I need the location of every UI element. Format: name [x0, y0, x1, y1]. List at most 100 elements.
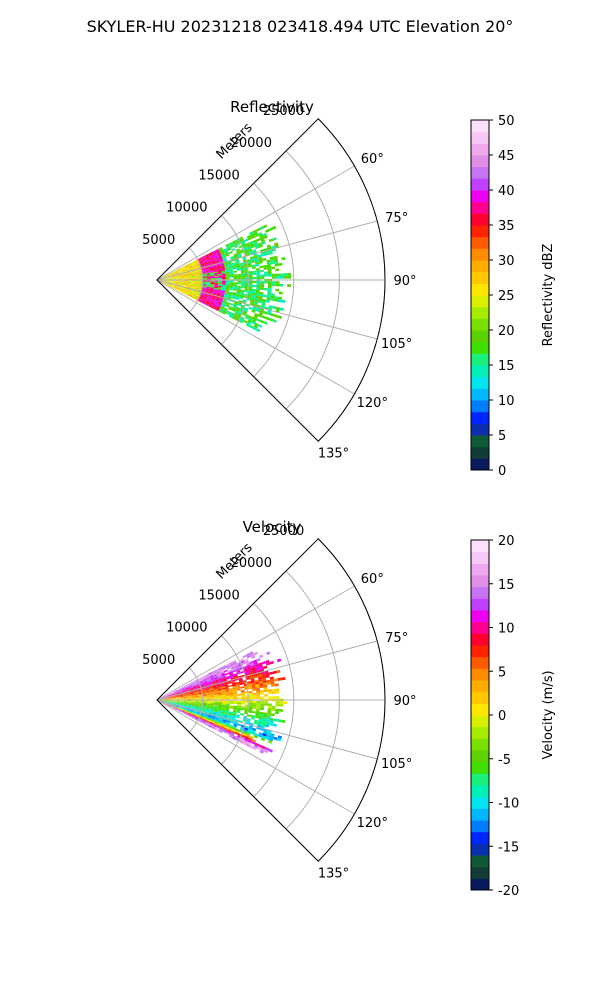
radar-gate [256, 238, 261, 242]
radar-gate [224, 292, 229, 295]
radar-gate [168, 278, 173, 280]
radar-gate [168, 698, 173, 699]
radar-gate [181, 268, 186, 271]
radar-gate [225, 244, 231, 249]
radar-gate [269, 720, 274, 724]
radar-gate [242, 731, 248, 735]
radar-gate [209, 288, 214, 291]
radar-gate [194, 707, 199, 710]
radar-gate [182, 708, 187, 711]
radar-gate [174, 286, 179, 289]
colorbar-segment [471, 446, 489, 459]
colorbar-segment [471, 878, 489, 891]
radar-gate [199, 282, 203, 284]
radar-gate [206, 691, 211, 694]
radar-gate [220, 292, 225, 296]
radar-gate [214, 698, 219, 700]
radar-gate [216, 671, 221, 675]
radar-gate [251, 264, 256, 268]
radar-gate [195, 276, 200, 278]
radar-gate [218, 703, 223, 705]
radar-gate [172, 702, 176, 703]
theta-tick-label: 90° [393, 274, 416, 289]
radar-gate [225, 303, 230, 306]
radar-gate [210, 274, 215, 277]
radar-gate [218, 719, 223, 722]
radar-gate [247, 714, 252, 717]
radar-gate [212, 671, 217, 675]
radar-gate [215, 248, 220, 252]
radar-gate [266, 715, 271, 718]
radar-gate [228, 294, 233, 297]
radar-gate [236, 292, 241, 295]
radar-gate [239, 262, 244, 266]
radar-gate [248, 708, 253, 712]
radar-gate [214, 275, 219, 277]
radar-gate [230, 244, 235, 249]
radar-gate [266, 259, 271, 263]
radar-gate [214, 299, 219, 303]
radar-gate [230, 311, 235, 316]
radar-gate [191, 715, 196, 719]
radar-gate [248, 737, 253, 742]
radar-gate [195, 276, 200, 278]
radar-gate [246, 741, 252, 746]
radar-gate [245, 314, 250, 318]
radar-gate [223, 248, 228, 252]
radar-gate [200, 294, 205, 297]
radar-gate [191, 703, 196, 706]
radar-gate [229, 700, 234, 703]
radar-gate [241, 693, 245, 696]
radar-gate [228, 671, 233, 675]
radar-gate [221, 704, 226, 707]
radar-gate [184, 293, 189, 296]
radar-gate [216, 292, 221, 295]
radar-gate [167, 284, 172, 287]
radar-gate [174, 271, 179, 274]
radar-gate [229, 697, 234, 700]
radar-gate [275, 708, 280, 712]
radar-gate [237, 282, 242, 285]
radar-gate [232, 736, 237, 740]
radar-gate [210, 256, 215, 260]
radar-gate [223, 715, 229, 718]
radar-gate [225, 274, 230, 277]
radar-gate [239, 738, 245, 742]
radar-gate [236, 670, 241, 674]
radar-gate [187, 701, 192, 703]
radar-gate [236, 707, 241, 710]
radar-data-field [157, 651, 288, 754]
radar-gate [167, 275, 172, 277]
radar-gate [206, 692, 211, 695]
radar-gate [232, 684, 237, 687]
radar-gate [176, 280, 180, 282]
radar-gate [171, 272, 175, 275]
radar-gate [250, 653, 255, 657]
radar-gate [252, 326, 258, 331]
polar-grid [156, 538, 386, 862]
radar-gate [174, 287, 178, 291]
radar-gate [240, 706, 245, 709]
radar-gate [172, 281, 177, 283]
radar-gate [191, 296, 195, 300]
radar-gate [244, 738, 249, 742]
radar-gate [270, 717, 275, 722]
radar-gate [187, 704, 192, 706]
radar-gate [265, 299, 271, 303]
radar-gate [168, 278, 173, 279]
radar-gate [198, 689, 203, 692]
radar-gate [190, 272, 195, 274]
radar-gate [239, 238, 245, 242]
radar-gate [199, 702, 203, 704]
radar-gate [266, 297, 271, 301]
radar-gate [244, 671, 249, 675]
radar-gate [203, 681, 208, 685]
radar-gate [187, 693, 191, 695]
radar-gate [221, 665, 226, 669]
radar-gate [187, 682, 192, 685]
colorbar-segment [471, 236, 489, 249]
radar-gate [163, 274, 168, 277]
radar-gate [240, 266, 245, 269]
radar-gate [202, 695, 207, 697]
radar-gate [252, 692, 257, 695]
